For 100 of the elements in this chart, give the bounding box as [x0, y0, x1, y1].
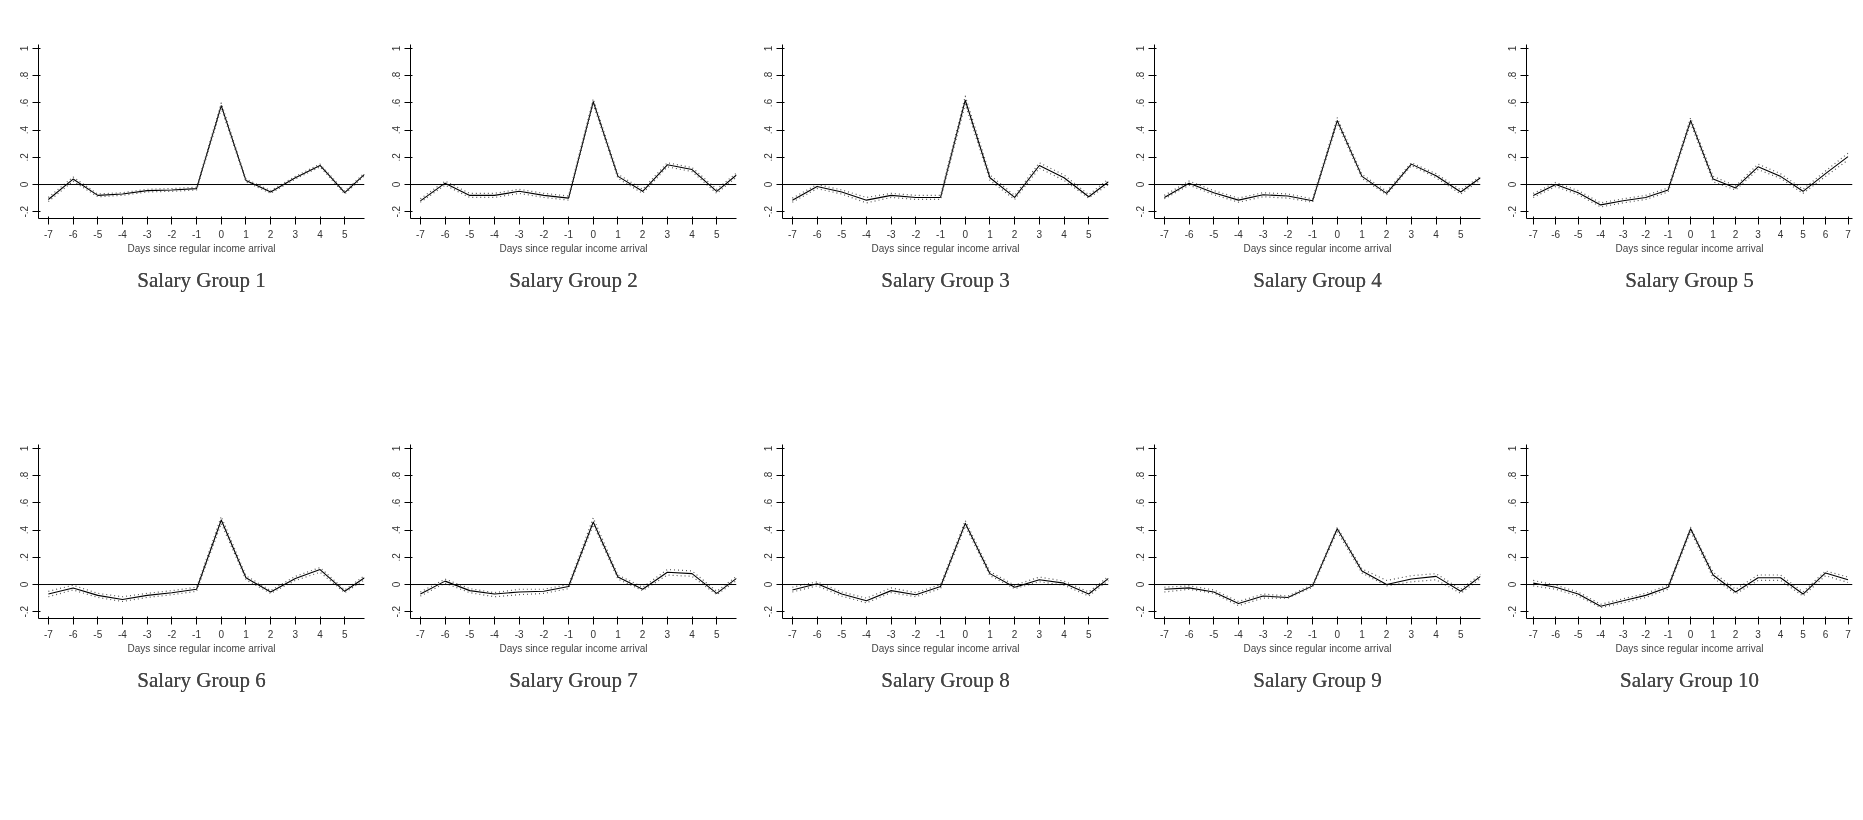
x-tick-label: 3	[1408, 628, 1415, 640]
x-tick-label: -1	[192, 228, 202, 240]
x-tick-label: 3	[664, 628, 671, 640]
y-tick-label: 1	[762, 445, 774, 452]
y-tick-label: .6	[18, 98, 30, 108]
y-tick-label: .4	[390, 125, 402, 135]
x-tick-label: 2	[639, 628, 646, 640]
x-tick-label: -6	[812, 628, 822, 640]
x-tick-label: -4	[862, 628, 872, 640]
x-tick-label: -2	[539, 228, 549, 240]
x-tick-label: 4	[689, 628, 696, 640]
y-tick-label: -.2	[390, 205, 402, 218]
y-tick-label: 1	[762, 45, 774, 52]
y-tick-label: .8	[1506, 471, 1518, 480]
y-tick-label: 0	[18, 581, 30, 588]
x-axis-title: Days since regular income arrival	[871, 242, 1020, 254]
x-tick-label: 4	[689, 228, 696, 240]
x-tick-label: -6	[1551, 228, 1561, 240]
y-tick-label: .4	[18, 525, 30, 535]
x-tick-label: -4	[1234, 628, 1244, 640]
x-tick-label: 4	[317, 628, 324, 640]
y-tick-label: 0	[1506, 581, 1518, 588]
x-tick-label: -7	[1159, 628, 1170, 640]
x-tick-label: -5	[837, 228, 847, 240]
x-tick-label: -4	[118, 628, 128, 640]
x-tick-label: -7	[787, 628, 798, 640]
x-tick-label: -2	[1641, 228, 1651, 240]
x-tick-label: -3	[514, 228, 525, 240]
x-tick-label: 0	[1687, 228, 1694, 240]
y-tick-label: .6	[1506, 98, 1518, 108]
x-axis-title: Days since regular income arrival	[1615, 642, 1764, 654]
x-tick-label: -7	[787, 228, 798, 240]
x-axis-title: Days since regular income arrival	[1243, 242, 1392, 254]
y-tick-label: .2	[762, 552, 774, 562]
x-tick-label: 5	[713, 628, 720, 640]
y-tick-label: .8	[762, 71, 774, 80]
y-tick-label: .4	[1134, 525, 1146, 535]
x-tick-label: 0	[1334, 228, 1341, 240]
x-tick-label: -2	[167, 228, 177, 240]
y-tick-label: .6	[762, 98, 774, 108]
y-tick-label: .2	[18, 552, 30, 562]
y-tick-label: .4	[762, 125, 774, 135]
y-tick-label: .2	[390, 552, 402, 562]
y-tick-label: .6	[1134, 98, 1146, 108]
y-tick-label: .8	[390, 471, 402, 480]
x-tick-label: 7	[1845, 628, 1852, 640]
y-tick-label: -.2	[762, 605, 774, 618]
y-tick-label: 1	[390, 45, 402, 52]
x-tick-label: 1	[615, 228, 622, 240]
x-tick-label: -7	[415, 228, 426, 240]
text: Salary Group 8	[881, 667, 1010, 692]
x-tick-label: 0	[1687, 628, 1694, 640]
x-tick-label: -4	[862, 228, 872, 240]
x-tick-label: -1	[564, 228, 574, 240]
x-tick-label: -5	[1573, 228, 1584, 240]
x-tick-label: -6	[1551, 628, 1561, 640]
x-tick-label: 1	[1359, 228, 1366, 240]
y-tick-label: -.2	[1506, 605, 1518, 618]
x-tick-label: 5	[1457, 228, 1464, 240]
x-tick-label: 1	[987, 628, 994, 640]
y-tick-label: 0	[762, 181, 774, 188]
x-tick-label: 7	[1845, 228, 1852, 240]
y-tick-label: .4	[762, 525, 774, 535]
x-tick-label: 1	[1359, 628, 1366, 640]
x-tick-label: -5	[837, 628, 847, 640]
x-tick-label: 5	[713, 228, 720, 240]
x-axis-title: Days since regular income arrival	[1615, 242, 1764, 254]
x-tick-label: 2	[639, 228, 646, 240]
y-tick-label: .6	[18, 498, 30, 508]
x-tick-label: 2	[1732, 628, 1739, 640]
text: Salary Group 2	[509, 267, 638, 292]
y-tick-label: .6	[1506, 498, 1518, 508]
y-tick-label: .2	[18, 152, 30, 162]
y-tick-label: 0	[18, 181, 30, 188]
y-tick-label: -.2	[1134, 205, 1146, 218]
x-tick-label: 3	[664, 228, 671, 240]
y-tick-label: -.2	[390, 605, 402, 618]
x-tick-label: -6	[1184, 628, 1194, 640]
x-tick-label: -3	[1258, 228, 1269, 240]
text: Salary Group 7	[509, 667, 638, 692]
x-tick-label: -6	[68, 628, 78, 640]
y-tick-label: .6	[1134, 498, 1146, 508]
y-tick-label: .8	[1506, 71, 1518, 80]
x-axis-title: Days since regular income arrival	[499, 642, 648, 654]
y-tick-label: .4	[18, 125, 30, 135]
y-tick-label: .6	[390, 498, 402, 508]
x-tick-label: -4	[118, 228, 128, 240]
x-tick-label: 3	[292, 228, 299, 240]
x-tick-label: -6	[440, 628, 450, 640]
y-tick-label: .4	[1506, 125, 1518, 135]
x-tick-label: 5	[341, 628, 348, 640]
x-tick-label: -6	[68, 228, 78, 240]
x-tick-label: 6	[1822, 228, 1829, 240]
x-tick-label: -5	[93, 628, 103, 640]
x-tick-label: -5	[1573, 628, 1584, 640]
y-tick-label: 1	[1134, 45, 1146, 52]
x-tick-label: 5	[1085, 628, 1092, 640]
x-axis-title: Days since regular income arrival	[127, 242, 276, 254]
y-tick-label: .8	[762, 471, 774, 480]
y-tick-label: 1	[390, 445, 402, 452]
